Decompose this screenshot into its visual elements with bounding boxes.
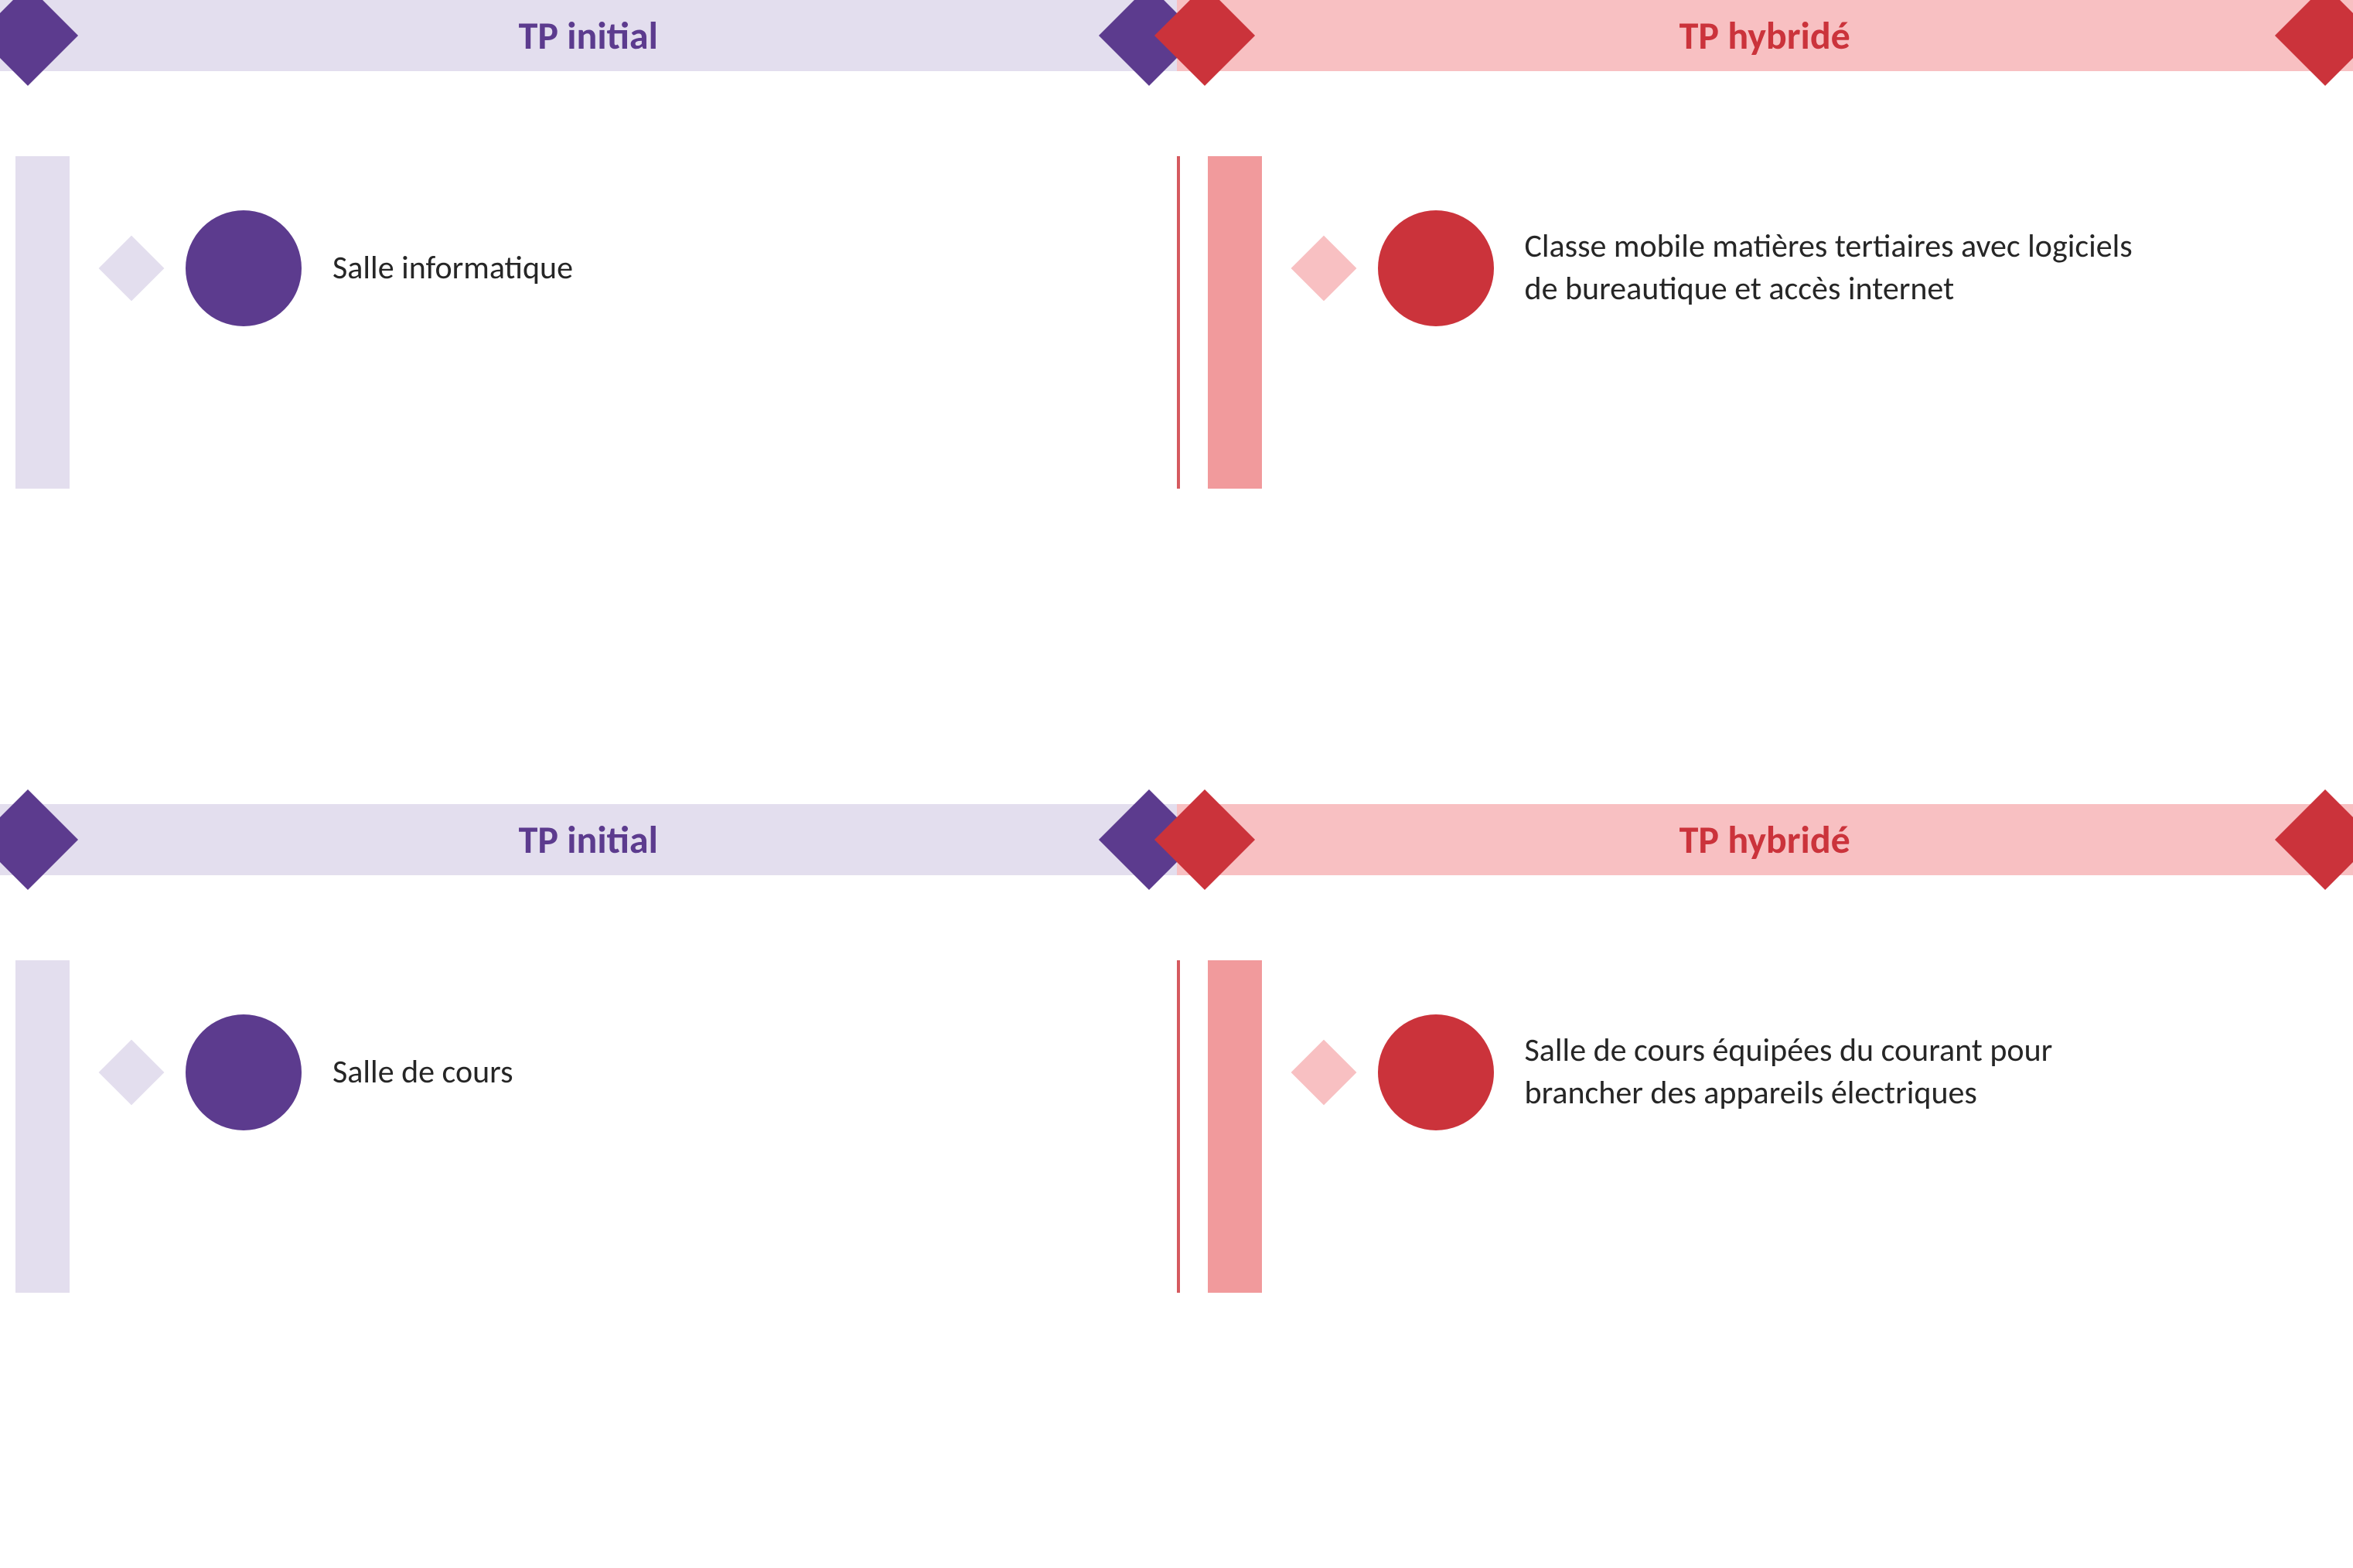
content-row: Salle de cours Salle de cours équipées du…	[0, 960, 2353, 1293]
header-row: TP initial TP hybridé	[0, 804, 2353, 875]
header-title-hybride: TP hybridé	[1679, 816, 1850, 864]
vertical-divider	[1177, 960, 1180, 1293]
small-diamond-icon	[99, 236, 165, 302]
vertical-bar	[1208, 960, 1262, 1293]
vertical-bar	[1208, 156, 1262, 489]
small-diamond-icon	[1291, 1040, 1356, 1106]
header-tp-initial: TP initial	[0, 0, 1177, 71]
vertical-divider	[1177, 156, 1180, 489]
item-text-initial: Salle de cours	[332, 1052, 513, 1094]
item-text-hybride: Salle de cours équipées du courant pour …	[1525, 1030, 2159, 1114]
item-text-initial: Salle informatique	[332, 247, 573, 290]
content-hybride: Classe mobile matières tertiaires avec l…	[1177, 156, 2353, 489]
header-title-initial: TP initial	[519, 816, 658, 864]
vertical-bar	[15, 960, 70, 1293]
item-text-hybride: Classe mobile matières tertiaires avec l…	[1525, 226, 2159, 310]
header-title-initial: TP initial	[519, 12, 658, 60]
header-tp-hybride: TP hybridé	[1177, 0, 2353, 71]
circle-icon	[186, 1014, 302, 1130]
small-diamond-icon	[99, 1040, 165, 1106]
header-tp-hybride: TP hybridé	[1177, 804, 2353, 875]
header-row: TP initial TP hybridé	[0, 0, 2353, 71]
circle-icon	[1378, 1014, 1494, 1130]
small-diamond-icon	[1291, 236, 1356, 302]
content-initial: Salle informatique	[0, 156, 1177, 489]
header-tp-initial: TP initial	[0, 804, 1177, 875]
comparison-section: TP initial TP hybridé Salle informatique Cl…	[0, 0, 2353, 489]
bullet-item: Salle de cours	[108, 1014, 513, 1130]
header-title-hybride: TP hybridé	[1679, 12, 1850, 60]
circle-icon	[1378, 210, 1494, 326]
circle-icon	[186, 210, 302, 326]
bullet-item: Classe mobile matières tertiaires avec l…	[1301, 210, 2159, 326]
bullet-item: Salle informatique	[108, 210, 573, 326]
content-hybride: Salle de cours équipées du courant pour …	[1177, 960, 2353, 1293]
content-initial: Salle de cours	[0, 960, 1177, 1293]
vertical-bar	[15, 156, 70, 489]
content-row: Salle informatique Classe mobile matières…	[0, 156, 2353, 489]
bullet-item: Salle de cours équipées du courant pour …	[1301, 1014, 2159, 1130]
comparison-section: TP initialTP hybridéSalle de coursSalle …	[0, 804, 2353, 1293]
